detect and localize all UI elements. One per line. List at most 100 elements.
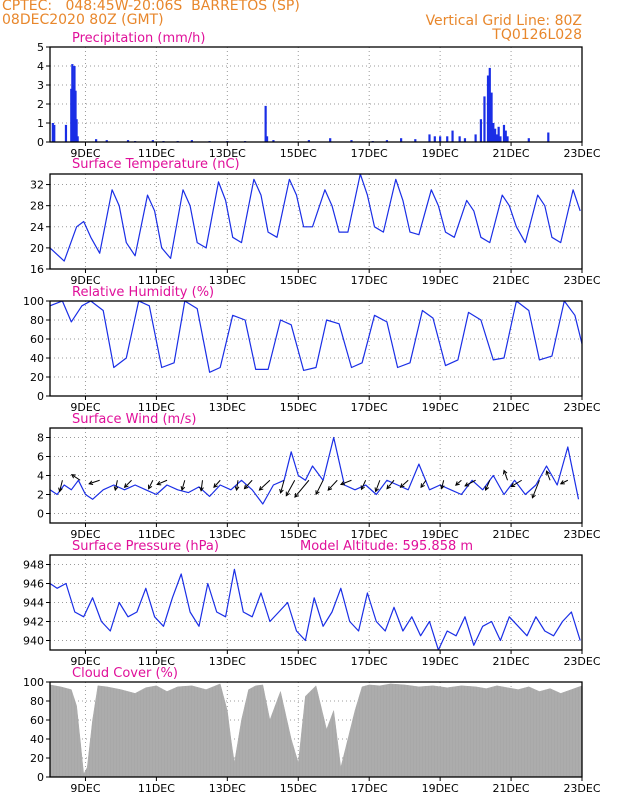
header-date: 08DEC2020 80Z (GMT) — [2, 12, 164, 28]
rh-series-line — [50, 301, 582, 373]
y-tick-label: 3 — [37, 79, 44, 92]
wind-arrow-head — [327, 486, 333, 491]
x-tick-label: 15DEC — [280, 274, 317, 287]
wind-arrow — [315, 480, 324, 495]
precip-bar — [53, 124, 56, 142]
y-tick-label: 940 — [23, 635, 44, 648]
cloud-panel: 0 20 40 60 80 100 9DEC 11DEC 13DEC 15DEC 17DEC 19DE… — [23, 666, 601, 795]
x-tick-label: 23DEC — [563, 401, 600, 414]
precip-bar — [499, 136, 502, 142]
wind-arrow — [213, 479, 221, 488]
precip-bar — [75, 119, 78, 142]
header-station: CPTEC: 048:45W-20:06S BARRETOS (SP) — [2, 0, 300, 14]
y-tick-label: 60 — [30, 333, 44, 346]
wind-arrow — [340, 479, 352, 485]
wind-arrow-head — [386, 484, 391, 490]
y-tick-label: 20 — [30, 371, 44, 384]
precip-bar — [428, 134, 431, 142]
x-tick-label: 17DEC — [351, 528, 388, 541]
wind-arrow — [485, 480, 491, 491]
precip-bar — [495, 134, 498, 142]
y-tick-label: 100 — [23, 295, 44, 308]
x-tick-label: 13DEC — [209, 655, 246, 668]
y-tick-label: 80 — [30, 695, 44, 708]
precip-bar — [74, 90, 77, 142]
x-tick-label: 13DEC — [209, 528, 246, 541]
wind-arrow-head — [243, 484, 249, 490]
x-tick-label: 9DEC — [70, 528, 100, 541]
y-tick-label: 2 — [37, 489, 44, 502]
y-tick-label: 0 — [37, 508, 44, 521]
wind-arrow — [546, 470, 551, 481]
precip-bar — [385, 140, 389, 142]
wind-arrow-head — [113, 486, 119, 492]
x-tick-label: 15DEC — [280, 782, 317, 795]
precip-bar — [492, 123, 495, 142]
wind-arrow — [88, 479, 100, 485]
x-tick-label: 23DEC — [563, 528, 600, 541]
cloud-title: Cloud Cover (%) — [72, 666, 178, 681]
wind-arrow — [386, 479, 395, 489]
x-tick-label: 21DEC — [493, 401, 530, 414]
wind-arrow-head — [510, 482, 516, 488]
precip-bar — [504, 130, 507, 142]
y-tick-label: 8 — [37, 432, 44, 445]
wind-arrow — [285, 480, 296, 496]
y-tick-label: 942 — [23, 616, 44, 629]
x-tick-label: 9DEC — [70, 274, 100, 287]
wind-arrow — [464, 479, 476, 487]
precip-panel: 0 1 2 3 4 5 9DEC 11DEC 13DEC 15DEC 17DEC 19DEC 21DEC… — [37, 31, 601, 160]
precip-bar — [307, 140, 311, 142]
wind-arrow — [294, 479, 310, 498]
rh-title: Relative Humidity (%) — [72, 285, 214, 300]
precip-frame — [49, 46, 583, 143]
wind-arrow-head — [294, 493, 299, 498]
wind-arrow-head — [258, 486, 264, 491]
wind-arrow-head — [502, 469, 508, 475]
x-tick-label: 23DEC — [563, 274, 600, 287]
y-tick-label: 0 — [37, 771, 44, 784]
precip-bar — [350, 140, 353, 142]
y-tick-label: 6 — [37, 451, 44, 464]
rh-panel: 0 20 40 60 80 100 9DEC 11DEC 13DEC 15DEC 17DEC 19DE… — [23, 285, 601, 414]
wind-arrow-head — [531, 493, 536, 499]
wind-arrow-head — [123, 483, 129, 488]
y-tick-label: 80 — [30, 314, 44, 327]
y-tick-label: 2 — [37, 98, 44, 111]
y-tick-label: 948 — [23, 559, 44, 572]
precip-bar — [486, 75, 490, 142]
wind-arrow-head — [156, 480, 162, 486]
y-tick-label: 100 — [23, 676, 44, 689]
wind-arrow-head — [315, 490, 320, 496]
x-tick-label: 9DEC — [70, 655, 100, 668]
header-model-code: TQ0126L028 — [492, 27, 582, 43]
x-tick-label: 13DEC — [209, 147, 246, 160]
x-tick-label: 11DEC — [138, 401, 175, 414]
precip-bar — [506, 136, 509, 142]
precip-bar — [502, 124, 506, 142]
wind-arrow — [59, 480, 63, 492]
precip-bar — [439, 136, 442, 142]
precip-bar — [51, 123, 54, 142]
x-tick-label: 23DEC — [563, 147, 600, 160]
x-tick-label: 21DEC — [493, 147, 530, 160]
wind-arrow-head — [180, 486, 186, 492]
wind-arrow-head — [199, 486, 204, 492]
y-tick-label: 16 — [30, 263, 44, 276]
x-tick-label: 11DEC — [138, 782, 175, 795]
x-tick-label: 21DEC — [493, 528, 530, 541]
y-tick-label: 20 — [30, 242, 44, 255]
precip-bar — [329, 138, 332, 142]
x-tick-label: 19DEC — [422, 782, 459, 795]
wind-arrow-head — [70, 474, 76, 479]
x-tick-label: 17DEC — [351, 655, 388, 668]
x-tick-label: 11DEC — [138, 655, 175, 668]
wind-arrow — [420, 479, 427, 488]
pres-panel: 940 942 944 946 948 9DEC 11DEC 13DEC 15DEC 17DEC 1… — [23, 539, 601, 668]
wind-arrow-head — [399, 483, 405, 488]
x-tick-label: 21DEC — [493, 274, 530, 287]
wind-arrow-head — [285, 491, 290, 497]
wind-arrow — [455, 479, 462, 486]
precip-bar — [105, 140, 108, 142]
